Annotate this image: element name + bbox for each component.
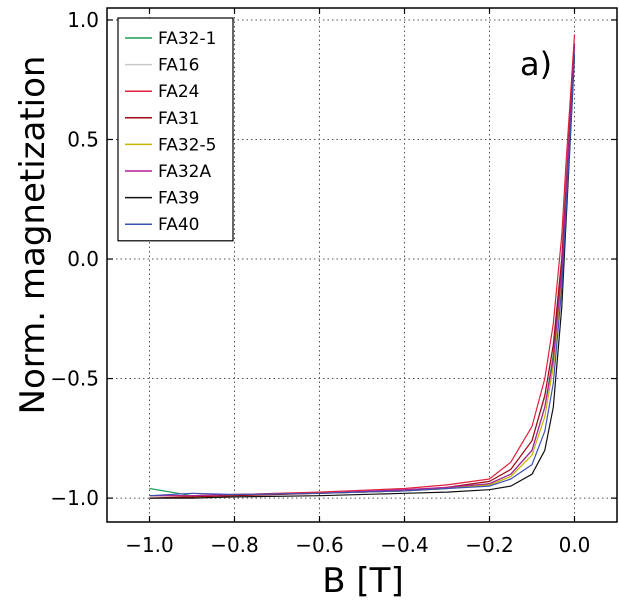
x-axis-title: B [T] xyxy=(322,561,403,601)
series-lines xyxy=(149,34,576,499)
y-tick-label: 1.0 xyxy=(67,8,99,32)
legend-entry: FA32-1 xyxy=(158,29,216,49)
y-tick-label: 0.0 xyxy=(67,247,99,271)
legend-entry: FA39 xyxy=(158,189,199,209)
y-axis-title: Norm. magnetization xyxy=(13,56,53,415)
legend-entry: FA24 xyxy=(158,82,199,102)
y-tick-label: −0.5 xyxy=(50,367,99,391)
legend-entry: FA32-5 xyxy=(158,135,216,155)
x-tick-label: −1.0 xyxy=(125,533,174,557)
plot-area-frame xyxy=(106,7,618,523)
legend-entry: FA16 xyxy=(158,56,199,76)
y-tick-label: −1.0 xyxy=(50,486,99,510)
legend-entry: FA40 xyxy=(158,215,199,235)
series-line-fa39 xyxy=(149,55,576,499)
legend-entry: FA32A xyxy=(158,162,211,182)
y-tick-label: 0.5 xyxy=(67,127,99,151)
grid xyxy=(107,8,617,522)
x-tick-label: −0.4 xyxy=(380,533,429,557)
x-tick-label: −0.8 xyxy=(210,533,259,557)
panel-label: a) xyxy=(520,45,552,83)
x-tick-label: −0.6 xyxy=(295,533,344,557)
axis-ticks: −1.0 −0.8 −0.6 −0.4 −0.2 0.0 −1.0 −0.5 0.0 0.5 1.0 xyxy=(50,8,617,557)
legend: FA32-1 FA16 FA24 FA31 FA32-5 FA32A FA39 FA40 xyxy=(117,17,234,242)
legend-box xyxy=(117,17,234,242)
legend-entry: FA31 xyxy=(158,109,199,129)
series-line-fa40 xyxy=(149,53,576,497)
x-tick-label: −0.2 xyxy=(465,533,514,557)
x-tick-label: 0.0 xyxy=(559,533,591,557)
